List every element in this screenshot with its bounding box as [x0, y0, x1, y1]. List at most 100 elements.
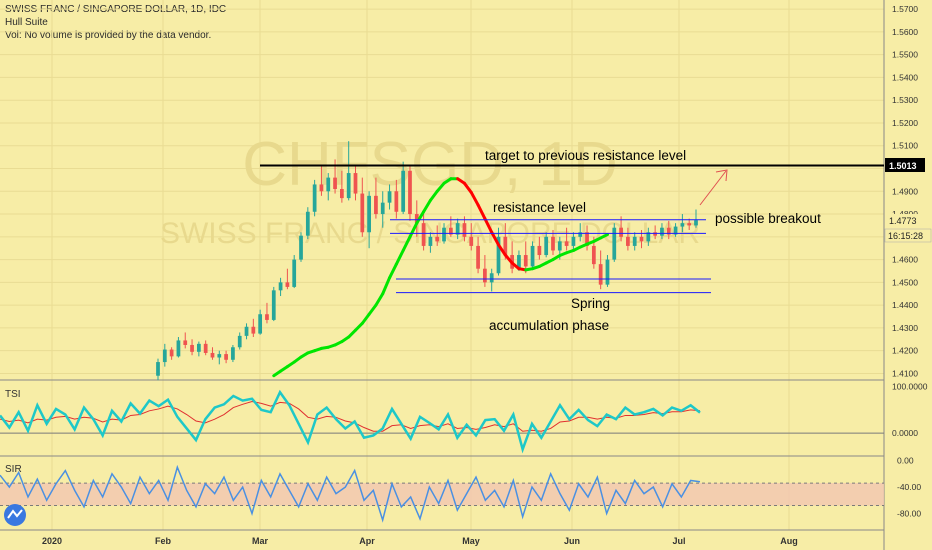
candle-body: [578, 232, 583, 237]
hull-segment: [599, 233, 609, 240]
target-price-tag: [885, 158, 925, 172]
levels: [260, 164, 884, 294]
candle-body: [190, 344, 194, 352]
candle-body: [271, 290, 276, 320]
annotation-breakout: possible breakout: [715, 211, 821, 226]
price-tick-label: 1.4400: [892, 300, 918, 310]
tsi-tick-label: 100.0000: [892, 382, 928, 392]
candle-body: [632, 236, 637, 246]
candle-body: [162, 349, 167, 363]
time-tick-label: Jul: [672, 536, 685, 546]
hull-segment: [503, 253, 514, 265]
tsi-axis: 100.0000 0.0000: [892, 382, 928, 438]
price-tick-label: 1.5300: [892, 95, 918, 105]
candle-body: [224, 354, 228, 360]
candle-body: [612, 227, 617, 260]
annotation-accumulation: accumulation phase: [489, 318, 609, 333]
candle-body: [251, 326, 256, 334]
candle-body: [462, 223, 467, 237]
breakout-arrow: [699, 170, 727, 206]
candle-body: [626, 236, 630, 246]
target-price-value: 1.5013: [889, 161, 917, 171]
candle-body: [428, 236, 433, 246]
candle-body: [489, 273, 494, 283]
candle-body: [231, 347, 235, 360]
hull-suite-line: [272, 177, 609, 378]
annotation-target: target to previous resistance level: [485, 148, 686, 163]
candle-body: [169, 349, 174, 357]
price-tick-label: 1.4900: [892, 186, 918, 196]
candle-body: [591, 245, 596, 265]
hull-segment: [360, 312, 371, 325]
sir-tick-label: -40.00: [897, 482, 921, 492]
candle-body: [265, 314, 269, 320]
candle-body: [544, 236, 549, 256]
candles: [156, 141, 698, 381]
watermark-ticker: CHFSGD, 1D: [242, 130, 617, 199]
hull-segment: [490, 230, 501, 247]
candle-body: [448, 227, 453, 235]
candle-body: [278, 282, 283, 291]
annotation-spring: Spring: [571, 296, 610, 311]
hull-segment: [394, 248, 405, 266]
sir-line: [0, 464, 701, 523]
time-tick-label: May: [462, 536, 480, 546]
tradingview-logo[interactable]: [4, 504, 26, 526]
sir-line: [0, 464, 701, 523]
time-axis: 2020 Feb Mar Apr May Jun Jul Aug: [42, 536, 798, 546]
candle-body: [517, 255, 521, 269]
candle-body: [598, 264, 603, 285]
countdown-value: 16:15:28: [888, 231, 923, 241]
last-price-tag: [885, 214, 925, 227]
price-tick-label: 1.4200: [892, 346, 918, 356]
candle-body: [292, 259, 297, 287]
candle-body: [496, 236, 501, 274]
candle-body: [217, 354, 222, 358]
hull-segment: [435, 181, 446, 193]
candle-body: [156, 362, 160, 376]
last-price-value: 1.4773: [889, 216, 917, 226]
tsi-lines: [0, 389, 701, 454]
candle-body: [367, 195, 371, 233]
sir-label: SIR: [5, 464, 22, 475]
candle-body: [653, 232, 658, 236]
tsi-line: [0, 389, 701, 454]
candle-body: [421, 223, 426, 246]
time-tick-label: Mar: [252, 536, 269, 546]
candle-body: [387, 191, 392, 203]
candle-body: [360, 193, 365, 233]
candle-body: [333, 177, 337, 189]
hull-segment: [469, 190, 480, 207]
candle-body: [523, 255, 528, 267]
tsi-tick-label: 0.0000: [892, 428, 918, 438]
candle-body: [305, 211, 310, 236]
price-tick-label: 1.5100: [892, 141, 918, 151]
candle-body: [442, 227, 446, 242]
price-tick-label: 1.4600: [892, 255, 918, 265]
candle-body: [557, 241, 562, 251]
candle-body: [285, 282, 290, 287]
candle-body: [210, 352, 215, 358]
candle-body: [585, 232, 589, 246]
candle-body: [503, 236, 508, 256]
price-tick-label: 1.5700: [892, 4, 918, 14]
candle-body: [571, 236, 576, 246]
time-tick-label: Feb: [155, 536, 172, 546]
sir-tick-label: -80.00: [897, 508, 921, 518]
indicator-name: Hull Suite: [5, 17, 48, 28]
candle-body: [374, 195, 378, 215]
hull-segment: [497, 243, 507, 257]
hull-segment: [462, 181, 473, 194]
hull-segment: [428, 189, 439, 202]
volume-note: Vol: No volume is provided by the data v…: [5, 30, 212, 41]
candle-body: [244, 326, 249, 336]
hull-segment: [422, 198, 432, 214]
candle-body: [639, 236, 644, 242]
candle-body: [326, 177, 331, 192]
candle-body: [346, 173, 351, 199]
hull-segment: [408, 221, 419, 239]
candle-body: [666, 227, 671, 235]
candle-body: [537, 245, 542, 256]
candle-body: [673, 226, 678, 235]
